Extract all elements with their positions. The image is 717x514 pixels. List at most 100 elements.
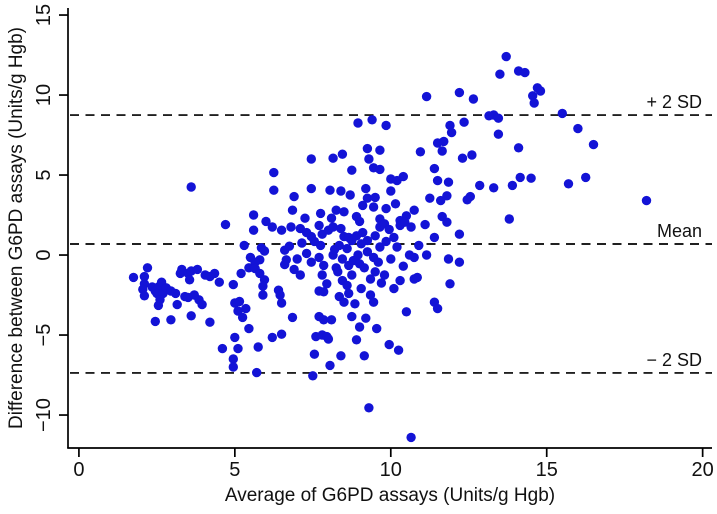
- data-point: [184, 275, 195, 285]
- data-point: [372, 323, 382, 334]
- data-point: [300, 213, 310, 223]
- y-tick-label: 15: [33, 4, 55, 26]
- data-point: [322, 279, 332, 289]
- data-point: [467, 150, 477, 160]
- data-point: [170, 288, 181, 299]
- data-point: [353, 250, 363, 260]
- data-point: [314, 220, 324, 231]
- data-point: [331, 205, 341, 215]
- y-tick-label: 0: [33, 249, 55, 260]
- data-point: [284, 241, 295, 251]
- data-point: [297, 238, 307, 248]
- data-point: [253, 342, 263, 352]
- data-point: [389, 283, 399, 294]
- data-point: [454, 87, 465, 98]
- data-point: [429, 232, 440, 243]
- data-point: [501, 51, 511, 62]
- data-point: [384, 224, 394, 235]
- data-point: [317, 270, 327, 280]
- data-point: [406, 222, 416, 232]
- data-point: [172, 299, 182, 310]
- data-point: [234, 296, 245, 307]
- data-point: [445, 120, 455, 131]
- data-point: [421, 250, 432, 260]
- data-point: [475, 180, 485, 191]
- data-point: [443, 177, 454, 187]
- y-tick-label: −10: [33, 398, 55, 432]
- data-point: [356, 283, 366, 294]
- data-point: [186, 311, 196, 321]
- data-point: [289, 264, 299, 275]
- data-point: [356, 239, 366, 249]
- data-point: [437, 146, 447, 156]
- data-point: [359, 351, 369, 361]
- data-point: [454, 229, 465, 239]
- data-point: [328, 153, 338, 163]
- data-point: [370, 267, 380, 277]
- data-point: [258, 290, 268, 300]
- x-axis-title: Average of G6PD assays (Units/g Hgb): [225, 485, 555, 506]
- data-point: [362, 193, 373, 203]
- x-axis-ticks: 0 5 10 15 20: [73, 448, 714, 481]
- data-point: [269, 167, 279, 178]
- data-point: [484, 111, 494, 121]
- data-point: [292, 254, 302, 264]
- data-point: [384, 339, 394, 350]
- data-point: [520, 67, 530, 78]
- x-tick-label: 10: [380, 459, 402, 481]
- data-point: [248, 210, 259, 220]
- x-tick-label: 20: [692, 459, 714, 481]
- data-point: [354, 322, 365, 332]
- data-point: [375, 242, 385, 252]
- data-point: [375, 145, 385, 155]
- data-point: [142, 263, 153, 273]
- data-point: [386, 186, 396, 196]
- data-point: [493, 129, 504, 139]
- data-point: [228, 362, 238, 372]
- data-point: [354, 216, 365, 227]
- data-point: [493, 113, 504, 123]
- data-point: [306, 257, 316, 267]
- data-point: [319, 260, 329, 271]
- data-point: [454, 257, 465, 267]
- data-point: [557, 108, 567, 119]
- data-point: [275, 290, 285, 300]
- data-point: [375, 164, 385, 175]
- data-point: [364, 403, 374, 413]
- data-point: [248, 225, 259, 235]
- data-point: [439, 136, 449, 147]
- data-point: [139, 291, 150, 301]
- data-point: [339, 297, 349, 307]
- data-point: [347, 311, 357, 322]
- data-point: [389, 232, 399, 243]
- data-point: [535, 86, 546, 96]
- data-point: [425, 193, 435, 203]
- data-point: [414, 240, 424, 251]
- reference-lines: + 2 SD Mean − 2 SD: [70, 92, 712, 374]
- data-point: [351, 335, 362, 345]
- x-tick-label: 0: [73, 459, 84, 481]
- data-point: [432, 175, 443, 186]
- data-point: [342, 280, 352, 291]
- data-point: [364, 154, 374, 164]
- data-point: [309, 349, 320, 359]
- data-point: [386, 254, 396, 264]
- data-point: [336, 186, 346, 196]
- data-point: [345, 190, 355, 200]
- data-point: [337, 149, 348, 159]
- data-point: [362, 247, 373, 257]
- minus-2sd-label: − 2 SD: [646, 350, 702, 370]
- data-point: [347, 165, 357, 175]
- data-point: [398, 171, 408, 182]
- data-point: [507, 180, 518, 191]
- data-point: [361, 313, 371, 323]
- data-point: [573, 123, 583, 134]
- data-point: [504, 214, 514, 224]
- data-point: [457, 153, 468, 163]
- data-point: [214, 277, 224, 287]
- data-point: [442, 191, 452, 201]
- data-point: [153, 300, 164, 311]
- data-point: [237, 312, 248, 323]
- data-point: [365, 274, 376, 284]
